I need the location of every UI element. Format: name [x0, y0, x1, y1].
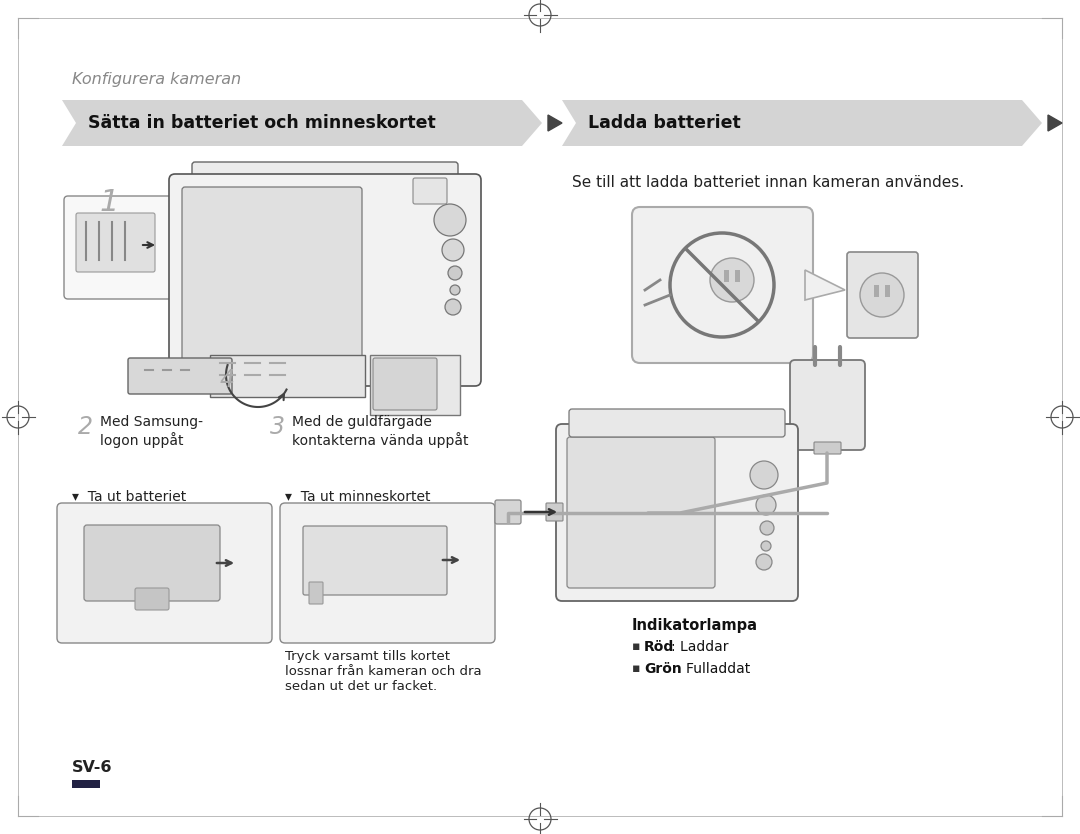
Text: Ladda batteriet: Ladda batteriet	[588, 114, 741, 132]
FancyBboxPatch shape	[72, 780, 100, 788]
Text: Med de guldfärgade: Med de guldfärgade	[292, 415, 432, 429]
Text: ▾  Ta ut batteriet: ▾ Ta ut batteriet	[72, 490, 186, 504]
Text: 2: 2	[78, 415, 93, 439]
Circle shape	[434, 204, 465, 236]
Circle shape	[448, 266, 462, 280]
FancyBboxPatch shape	[129, 358, 232, 394]
Text: logon uppåt: logon uppåt	[100, 432, 184, 448]
FancyBboxPatch shape	[569, 409, 785, 437]
Text: ▪: ▪	[632, 640, 645, 653]
Circle shape	[761, 541, 771, 551]
Text: Indikatorlampa: Indikatorlampa	[632, 618, 758, 633]
Text: Sätta in batteriet och minneskortet: Sätta in batteriet och minneskortet	[87, 114, 435, 132]
FancyBboxPatch shape	[735, 270, 740, 282]
FancyBboxPatch shape	[84, 525, 220, 601]
Text: 1: 1	[100, 188, 120, 217]
FancyBboxPatch shape	[789, 360, 865, 450]
Text: SV-6: SV-6	[72, 760, 112, 775]
FancyBboxPatch shape	[413, 178, 447, 204]
Circle shape	[710, 258, 754, 302]
Polygon shape	[1048, 115, 1062, 131]
Polygon shape	[805, 270, 845, 300]
FancyBboxPatch shape	[567, 437, 715, 588]
Polygon shape	[548, 115, 562, 131]
FancyBboxPatch shape	[192, 162, 458, 193]
FancyBboxPatch shape	[183, 187, 362, 373]
FancyBboxPatch shape	[370, 355, 460, 415]
Text: ▪: ▪	[632, 662, 645, 675]
Circle shape	[750, 461, 778, 489]
Text: 3: 3	[270, 415, 285, 439]
Polygon shape	[62, 100, 542, 146]
Circle shape	[760, 521, 774, 535]
Text: Med Samsung-: Med Samsung-	[100, 415, 203, 429]
FancyBboxPatch shape	[280, 503, 495, 643]
FancyBboxPatch shape	[724, 270, 729, 282]
Text: kontakterna vända uppåt: kontakterna vända uppåt	[292, 432, 469, 448]
Text: Röd: Röd	[644, 640, 674, 654]
FancyBboxPatch shape	[76, 213, 156, 272]
Circle shape	[445, 299, 461, 315]
FancyBboxPatch shape	[303, 526, 447, 595]
Circle shape	[450, 285, 460, 295]
FancyBboxPatch shape	[495, 500, 521, 524]
Text: Tryck varsamt tills kortet
lossnar från kameran och dra
sedan ut det ur facket.: Tryck varsamt tills kortet lossnar från …	[285, 650, 482, 693]
Text: : Laddar: : Laddar	[671, 640, 729, 654]
FancyBboxPatch shape	[373, 358, 437, 410]
Circle shape	[442, 239, 464, 261]
FancyBboxPatch shape	[64, 196, 187, 299]
FancyBboxPatch shape	[546, 503, 563, 521]
FancyBboxPatch shape	[309, 582, 323, 604]
FancyBboxPatch shape	[556, 424, 798, 601]
Text: ▾  Ta ut minneskortet: ▾ Ta ut minneskortet	[285, 490, 431, 504]
FancyBboxPatch shape	[885, 285, 890, 297]
Text: : Fulladdat: : Fulladdat	[677, 662, 751, 676]
FancyBboxPatch shape	[168, 174, 481, 386]
Text: Grön: Grön	[644, 662, 681, 676]
FancyBboxPatch shape	[632, 207, 813, 363]
Text: 4: 4	[220, 368, 235, 392]
FancyBboxPatch shape	[874, 285, 879, 297]
FancyBboxPatch shape	[135, 588, 168, 610]
FancyBboxPatch shape	[814, 442, 841, 454]
Circle shape	[756, 554, 772, 570]
FancyBboxPatch shape	[210, 355, 365, 397]
Text: Konfigurera kameran: Konfigurera kameran	[72, 72, 241, 87]
Text: Se till att ladda batteriet innan kameran användes.: Se till att ladda batteriet innan kamera…	[572, 175, 964, 190]
Circle shape	[860, 273, 904, 317]
FancyBboxPatch shape	[847, 252, 918, 338]
Polygon shape	[562, 100, 1042, 146]
Circle shape	[756, 495, 777, 515]
FancyBboxPatch shape	[57, 503, 272, 643]
